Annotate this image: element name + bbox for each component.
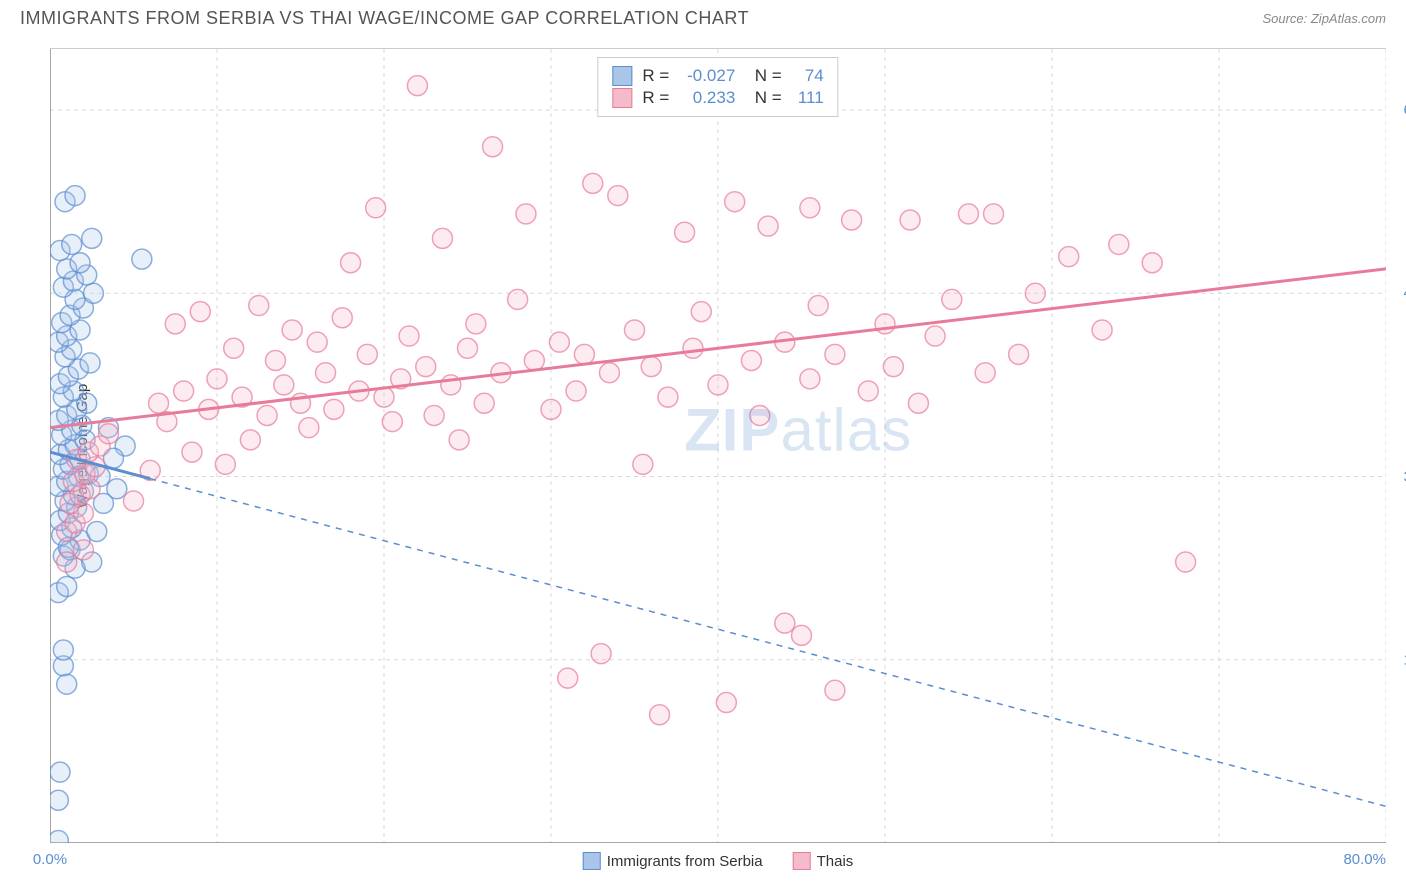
stats-row-serbia: R = -0.027 N = 74	[612, 66, 823, 86]
stat-r-label: R =	[642, 66, 669, 86]
source-attribution: Source: ZipAtlas.com	[1262, 10, 1386, 28]
x-axis-legend: Immigrants from Serbia Thais	[583, 852, 854, 870]
source-value: ZipAtlas.com	[1311, 11, 1386, 26]
x-tick-label: 80.0%	[1343, 851, 1386, 868]
stat-n-label: N =	[745, 88, 781, 108]
legend-swatch-thai	[793, 852, 811, 870]
stats-row-thai: R = 0.233 N = 111	[612, 88, 823, 108]
legend-item-thai: Thais	[793, 852, 854, 870]
legend-label-serbia: Immigrants from Serbia	[607, 853, 763, 870]
stat-r-thai: 0.233	[679, 88, 735, 108]
chart-title: IMMIGRANTS FROM SERBIA VS THAI WAGE/INCO…	[20, 8, 749, 29]
stats-swatch-serbia	[612, 66, 632, 86]
stat-r-serbia: -0.027	[679, 66, 735, 86]
source-label: Source:	[1262, 11, 1310, 26]
stats-swatch-thai	[612, 88, 632, 108]
stat-r-label: R =	[642, 88, 669, 108]
scatter-plot	[50, 49, 1386, 843]
stat-n-serbia: 74	[792, 66, 824, 86]
legend-item-serbia: Immigrants from Serbia	[583, 852, 763, 870]
x-tick-label: 0.0%	[33, 851, 67, 868]
legend-swatch-serbia	[583, 852, 601, 870]
legend-label-thai: Thais	[817, 853, 854, 870]
stats-legend-box: R = -0.027 N = 74 R = 0.233 N = 111	[597, 57, 838, 117]
chart-container: Wage/Income Gap ZIPatlas R = -0.027 N = …	[50, 48, 1386, 842]
stat-n-label: N =	[745, 66, 781, 86]
stat-n-thai: 111	[792, 88, 824, 108]
